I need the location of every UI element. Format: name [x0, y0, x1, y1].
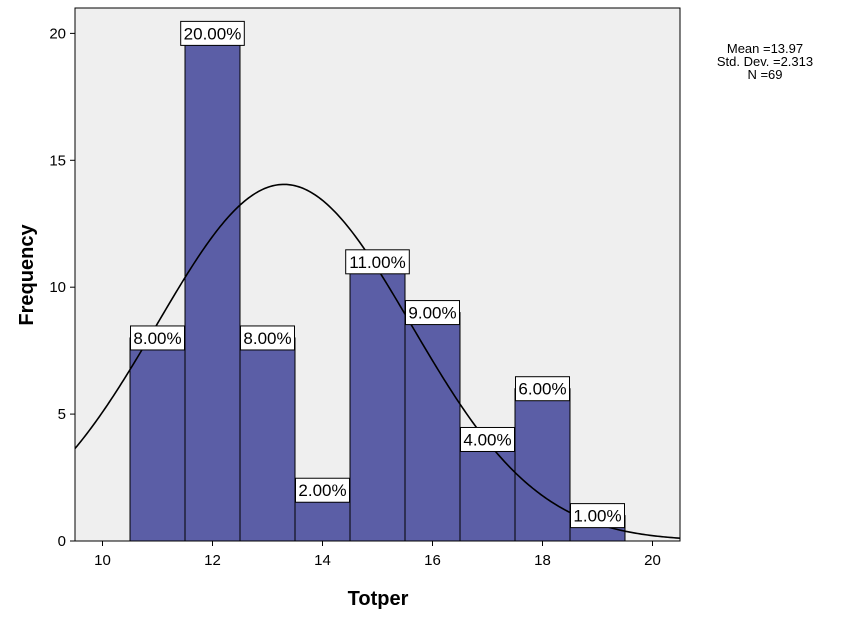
- x-tick-label: 18: [534, 552, 551, 569]
- bar-percent-label: 2.00%: [298, 481, 346, 500]
- y-tick-label: 15: [49, 152, 66, 169]
- bar-percent-label: 8.00%: [243, 329, 291, 348]
- y-axis-ticks: 0 5 10 15 20: [49, 25, 75, 550]
- stats-box: Mean =13.97 Std. Dev. =2.313 N =69: [700, 42, 830, 81]
- stats-n: N =69: [747, 67, 783, 82]
- bar-percent-label: 4.00%: [463, 430, 511, 449]
- stats-std-dev: Std. Dev. =2.313: [716, 54, 814, 69]
- bar-label-box: [240, 325, 295, 351]
- histogram-bar: [514, 388, 571, 542]
- bar-label-box: [515, 376, 570, 402]
- histogram-bar: [184, 32, 241, 542]
- x-tick-label: 20: [644, 552, 661, 569]
- x-tick-label: 12: [204, 552, 221, 569]
- bar-label-box: [180, 20, 245, 46]
- bar-percent-label: 9.00%: [408, 304, 456, 323]
- y-tick-label: 0: [58, 533, 66, 550]
- histogram-bar: [404, 312, 461, 542]
- x-tick-label: 14: [314, 552, 331, 569]
- bar-label-box: [570, 503, 625, 529]
- bar-label-box: [295, 477, 350, 503]
- x-axis-label: Totper: [348, 588, 409, 610]
- histogram-bar: [349, 261, 406, 542]
- bar-percent-label: 1.00%: [573, 507, 621, 526]
- bar-percent-label: 8.00%: [133, 329, 181, 348]
- y-tick-label: 20: [49, 25, 66, 42]
- histogram-bar: [129, 337, 186, 542]
- bar-percent-label: 11.00%: [349, 253, 405, 272]
- histogram-bar: [459, 438, 516, 542]
- stats-mean: Mean =13.97: [726, 41, 804, 56]
- y-axis-label: Frequency: [16, 224, 38, 326]
- bar-labels-group: 8.00% 20.00% 8.00% 2.00% 11.00% 9.00% 4.00% 6.0…: [130, 20, 625, 529]
- histogram-bar: [239, 337, 296, 542]
- x-tick-label: 16: [424, 552, 441, 569]
- bar-label-box: [345, 249, 410, 275]
- bar-label-box: [405, 300, 460, 326]
- x-axis-ticks: 10 12 14 16 18 20: [94, 541, 661, 569]
- y-tick-label: 5: [58, 406, 66, 423]
- bar-label-box: [130, 325, 185, 351]
- y-tick-label: 10: [49, 279, 66, 296]
- x-tick-label: 10: [94, 552, 111, 569]
- bar-percent-label: 6.00%: [518, 380, 566, 399]
- bar-label-box: [460, 426, 515, 452]
- bar-percent-label: 20.00%: [184, 24, 242, 43]
